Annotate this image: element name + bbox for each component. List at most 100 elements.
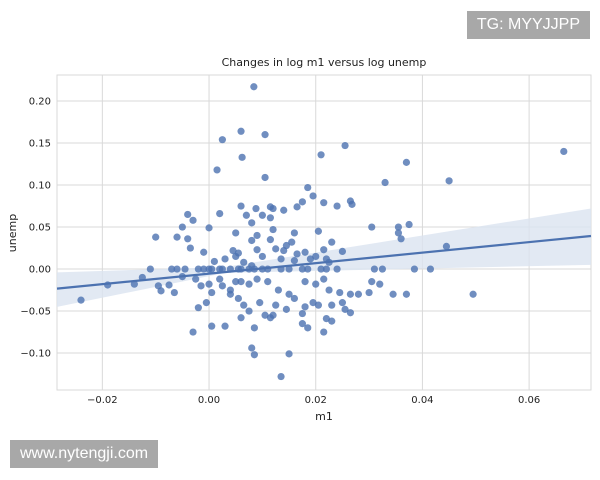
data-point — [232, 278, 240, 286]
y-tick-label: 0.20 — [29, 97, 51, 108]
data-point — [381, 178, 389, 187]
y-axis-label: unemp — [6, 214, 19, 252]
data-point — [346, 290, 355, 298]
data-point — [266, 214, 274, 222]
data-point — [173, 233, 181, 241]
data-point — [442, 242, 451, 250]
data-point — [146, 265, 154, 273]
data-point — [333, 202, 341, 210]
data-point — [242, 211, 250, 219]
data-point — [336, 288, 344, 297]
data-point — [218, 282, 226, 290]
data-point — [328, 301, 336, 309]
data-point — [365, 288, 373, 297]
data-point — [309, 299, 317, 307]
data-point — [258, 211, 266, 219]
y-tick-label: −0.05 — [20, 307, 51, 318]
data-point — [272, 301, 280, 309]
data-point — [234, 294, 242, 303]
data-point — [320, 199, 328, 207]
data-point — [218, 136, 226, 144]
data-point — [338, 299, 347, 307]
data-point — [405, 220, 413, 229]
data-point — [280, 206, 288, 214]
data-point — [200, 265, 208, 273]
data-point — [205, 224, 213, 232]
data-point — [194, 265, 202, 273]
data-point — [208, 322, 216, 330]
chart-title: Changes in log m1 versus log unemp — [222, 56, 427, 69]
data-point — [237, 314, 245, 322]
data-point — [368, 223, 376, 231]
data-point — [237, 202, 245, 210]
data-point — [314, 227, 322, 235]
data-point — [376, 280, 384, 288]
data-point — [410, 265, 419, 273]
data-point — [232, 252, 240, 261]
data-point — [304, 183, 312, 192]
data-point — [285, 350, 293, 358]
data-point — [250, 324, 258, 332]
data-point — [264, 278, 272, 286]
y-tick-label: −0.10 — [20, 349, 51, 360]
x-tick-label: 0.00 — [198, 395, 220, 406]
data-point — [320, 328, 328, 336]
data-point — [173, 265, 181, 273]
data-point — [304, 324, 312, 332]
data-point — [184, 235, 192, 243]
data-point — [237, 278, 245, 286]
data-point — [469, 290, 477, 298]
data-point — [328, 317, 336, 325]
data-point — [240, 258, 248, 266]
data-point — [208, 265, 216, 273]
data-point — [152, 233, 160, 241]
data-point — [252, 204, 260, 213]
data-point — [208, 288, 216, 297]
data-point — [317, 265, 325, 273]
data-point — [394, 223, 403, 231]
data-point — [317, 151, 325, 159]
data-point — [304, 265, 312, 273]
data-point — [370, 265, 379, 273]
data-point — [248, 236, 256, 245]
data-point — [184, 210, 192, 219]
data-point — [200, 248, 208, 256]
data-point — [285, 290, 293, 298]
data-point — [325, 286, 333, 294]
data-point — [402, 158, 411, 166]
x-tick-label: 0.04 — [411, 395, 433, 406]
data-point — [210, 257, 218, 266]
data-point — [328, 238, 336, 246]
data-point — [229, 246, 237, 255]
data-point — [250, 351, 258, 359]
data-point — [290, 229, 298, 237]
data-point — [306, 255, 314, 263]
data-point — [397, 235, 405, 243]
data-point — [301, 278, 309, 286]
data-point — [253, 246, 261, 254]
data-point — [338, 247, 347, 255]
data-point — [309, 192, 317, 200]
data-point — [186, 244, 194, 252]
data-point — [266, 203, 274, 211]
data-point — [253, 275, 261, 283]
data-point — [274, 286, 282, 294]
y-tick-label: 0.00 — [29, 265, 51, 276]
y-tick-label: 0.10 — [29, 181, 51, 192]
data-point — [253, 231, 261, 240]
data-point — [322, 315, 331, 323]
data-point — [232, 229, 240, 237]
y-tick-label: 0.15 — [29, 139, 51, 150]
watermark-bottom: www.nytengji.com — [10, 440, 159, 468]
data-point — [216, 275, 224, 283]
data-point — [320, 275, 328, 283]
data-point — [368, 278, 376, 286]
data-point — [205, 280, 213, 288]
data-point — [213, 166, 221, 174]
data-point — [248, 219, 256, 227]
data-point — [250, 83, 258, 91]
data-point — [181, 265, 189, 273]
data-point — [333, 265, 341, 273]
data-point — [560, 147, 568, 156]
